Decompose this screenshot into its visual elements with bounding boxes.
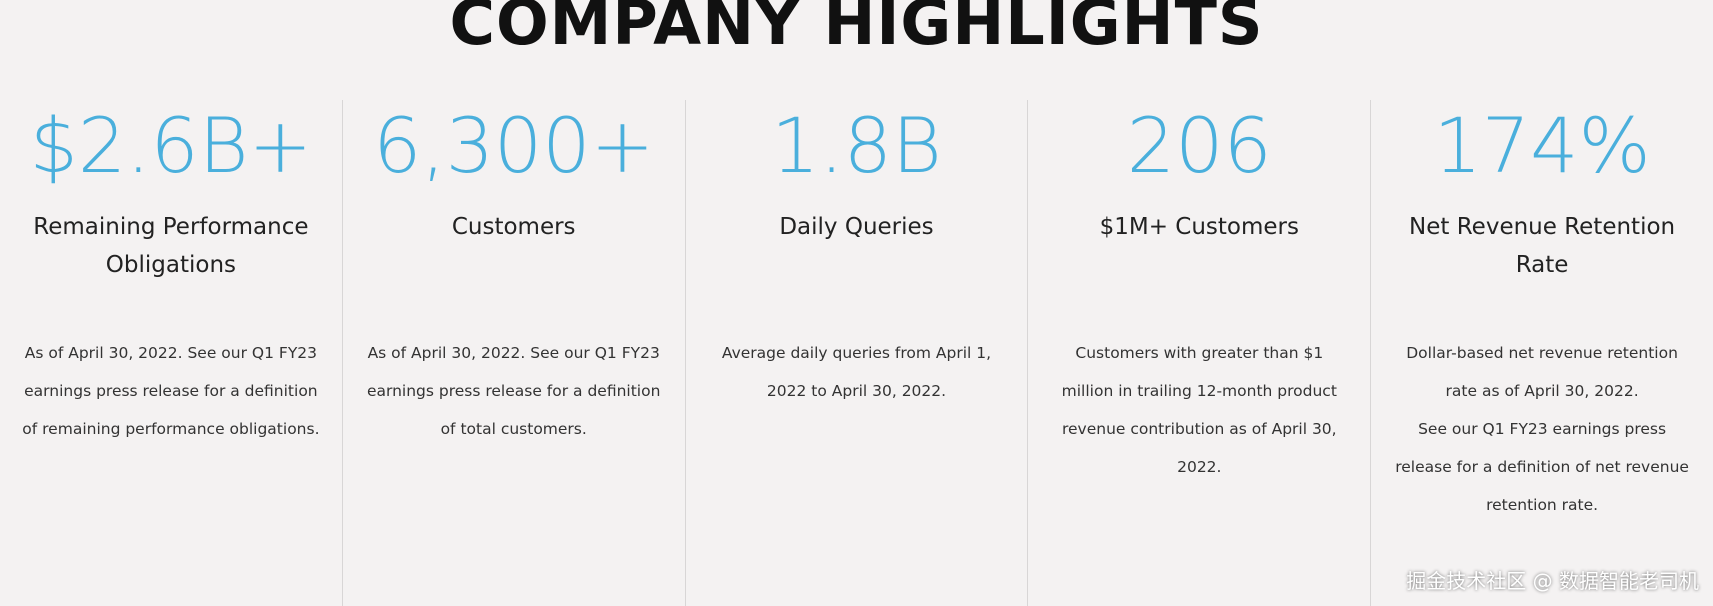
stat-label: $1M+ Customers bbox=[1099, 214, 1299, 240]
description-text: See our Q1 FY23 earnings press release f… bbox=[1395, 420, 1689, 514]
title: COMPANY HIGHLIGHTS bbox=[449, 0, 1264, 59]
stat-value: 206 bbox=[1126, 101, 1272, 190]
description-text: Average daily queries from April 1, 2022… bbox=[721, 344, 992, 400]
watermark: 掘金技术社区 @ 数据智能老司机 bbox=[1406, 569, 1699, 593]
highlight-column: 1.8B Daily Queries Average daily queries f… bbox=[684, 100, 1028, 606]
description-text: As of April 30, 2022. See our Q1 FY23 ea… bbox=[366, 344, 661, 438]
stat-value: $2.6B+ bbox=[29, 101, 313, 190]
description-text: As of April 30, 2022. See our Q1 FY23 ea… bbox=[22, 344, 320, 438]
highlight-column: 174% Net Revenue Retention Rate Dollar-bas… bbox=[1370, 100, 1713, 606]
highlight-column: 6,300+ Customers As of April 30, 2022. See… bbox=[341, 100, 685, 606]
highlight-column: 206 $1M+ Customers Customers with greater … bbox=[1027, 100, 1370, 606]
description: As of April 30, 2022. See our Q1 FY23 ea… bbox=[6, 334, 336, 448]
description: Customers with greater than $1 million i… bbox=[1034, 334, 1364, 486]
stat-value: 6,300+ bbox=[373, 101, 655, 190]
stat-label: Customers bbox=[451, 214, 576, 240]
stat-label: Daily Queries bbox=[779, 214, 934, 240]
stat-value: 1.8B bbox=[771, 101, 942, 190]
highlight-column: $2.6B+ Remaining Performance Obligations A… bbox=[0, 100, 342, 606]
stat-label: Remaining Performance Obligations bbox=[33, 214, 309, 278]
description: Average daily queries from April 1, 2022… bbox=[692, 334, 1022, 410]
description: Dollar-based net revenue retention rate … bbox=[1377, 334, 1707, 524]
description-text: Customers with greater than $1 million i… bbox=[1061, 344, 1337, 476]
highlights: $2.6B+ Remaining Performance Obligations A… bbox=[0, 100, 1713, 606]
description: As of April 30, 2022. See our Q1 FY23 ea… bbox=[349, 334, 679, 448]
description-text: Dollar-based net revenue retention rate … bbox=[1406, 344, 1678, 400]
stat-label: Net Revenue Retention Rate bbox=[1409, 214, 1676, 278]
stat-value: 174% bbox=[1433, 101, 1651, 190]
